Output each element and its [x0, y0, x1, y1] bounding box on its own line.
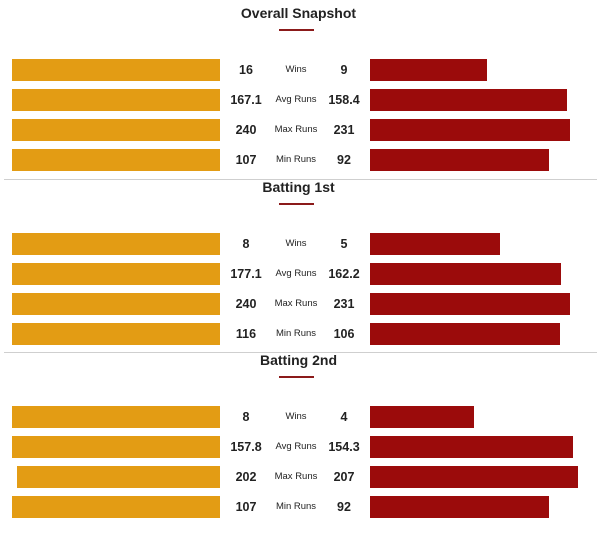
chart-section: Batting 2nd 8 Wins 4 157.8 Avg Runs 154.3 202 Ma… [0, 351, 597, 521]
section-divider [4, 179, 597, 180]
section-title: Overall Snapshot [240, 5, 357, 21]
left-value-label: 107 [235, 500, 257, 514]
right-team-bar [370, 436, 574, 458]
right-team-bar [370, 59, 487, 81]
left-team-bar [12, 496, 220, 518]
right-value-label: 154.3 [328, 440, 360, 454]
stat-name-label: Avg Runs [275, 268, 317, 279]
right-value-label: 106 [333, 327, 355, 341]
title-underline [279, 203, 314, 205]
left-value-label: 8 [242, 237, 250, 251]
right-team-bar [370, 89, 568, 111]
stat-row: 107 Min Runs 92 [0, 149, 597, 171]
stat-name-label: Min Runs [275, 501, 317, 512]
left-value-label: 240 [235, 297, 257, 311]
left-value-label: 107 [235, 153, 257, 167]
right-team-bar [370, 466, 578, 488]
stat-row: 157.8 Avg Runs 154.3 [0, 436, 597, 458]
stat-name-label: Max Runs [274, 471, 318, 482]
left-value-label: 116 [235, 327, 257, 341]
stat-name-label: Wins [285, 238, 307, 249]
right-team-bar [370, 406, 474, 428]
left-team-bar [12, 233, 220, 255]
right-value-label: 92 [337, 153, 351, 167]
left-value-label: 16 [239, 63, 253, 77]
right-value-label: 207 [333, 470, 355, 484]
left-value-label: 202 [235, 470, 257, 484]
right-team-bar [370, 119, 571, 141]
section-title: Batting 1st [262, 179, 335, 195]
stat-row: 177.1 Avg Runs 162.2 [0, 263, 597, 285]
chart-section: Batting 1st 8 Wins 5 177.1 Avg Runs 162.2 240 Ma… [0, 178, 597, 348]
right-value-label: 92 [337, 500, 351, 514]
right-team-bar [370, 293, 571, 315]
left-team-bar [12, 323, 220, 345]
stat-row: 8 Wins 4 [0, 406, 597, 428]
stat-row: 202 Max Runs 207 [0, 466, 597, 488]
right-value-label: 5 [340, 237, 348, 251]
chart-section: Overall Snapshot 16 Wins 9 167.1 Avg Runs 158.… [0, 4, 597, 174]
right-team-bar [370, 323, 561, 345]
stat-row: 240 Max Runs 231 [0, 293, 597, 315]
right-value-label: 231 [333, 297, 355, 311]
stat-name-label: Avg Runs [275, 441, 317, 452]
right-value-label: 231 [333, 123, 355, 137]
left-team-bar [12, 89, 220, 111]
stat-name-label: Avg Runs [275, 94, 317, 105]
left-team-bar [12, 263, 220, 285]
left-value-label: 240 [235, 123, 257, 137]
section-divider [4, 352, 597, 353]
left-team-bar [12, 119, 220, 141]
right-value-label: 9 [340, 63, 348, 77]
left-team-bar [12, 149, 220, 171]
left-team-bar [12, 436, 220, 458]
title-underline [279, 376, 314, 378]
left-team-bar [12, 293, 220, 315]
right-value-label: 4 [340, 410, 348, 424]
right-value-label: 158.4 [328, 93, 360, 107]
left-team-bar [17, 466, 220, 488]
right-team-bar [370, 233, 500, 255]
stat-name-label: Wins [285, 411, 307, 422]
left-value-label: 177.1 [230, 267, 262, 281]
right-team-bar [370, 263, 561, 285]
left-team-bar [12, 59, 220, 81]
title-underline [279, 29, 314, 31]
right-team-bar [370, 496, 549, 518]
left-value-label: 8 [242, 410, 250, 424]
stat-row: 116 Min Runs 106 [0, 323, 597, 345]
stat-row: 8 Wins 5 [0, 233, 597, 255]
right-value-label: 162.2 [328, 267, 360, 281]
stat-name-label: Min Runs [275, 328, 317, 339]
stat-row: 167.1 Avg Runs 158.4 [0, 89, 597, 111]
left-value-label: 167.1 [230, 93, 262, 107]
stat-name-label: Min Runs [275, 154, 317, 165]
stat-name-label: Max Runs [274, 298, 318, 309]
stat-row: 107 Min Runs 92 [0, 496, 597, 518]
right-team-bar [370, 149, 549, 171]
stat-name-label: Wins [285, 64, 307, 75]
left-team-bar [12, 406, 220, 428]
left-value-label: 157.8 [230, 440, 262, 454]
stat-name-label: Max Runs [274, 124, 318, 135]
section-title: Batting 2nd [260, 352, 337, 368]
stat-row: 240 Max Runs 231 [0, 119, 597, 141]
stat-row: 16 Wins 9 [0, 59, 597, 81]
